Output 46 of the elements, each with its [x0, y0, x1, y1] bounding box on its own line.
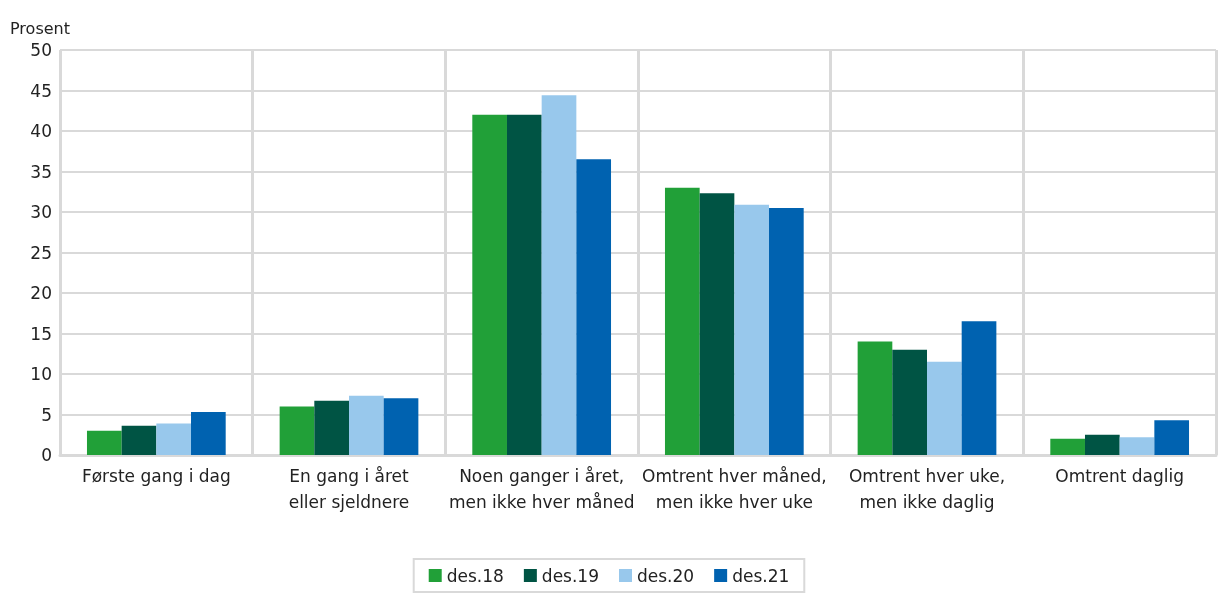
- bar: [892, 349, 927, 455]
- bar: [1050, 438, 1085, 455]
- bar: [576, 159, 612, 455]
- y-tick-label: 15: [30, 323, 52, 344]
- bar: [1119, 437, 1155, 455]
- bar: [857, 341, 893, 455]
- bar: [927, 361, 962, 455]
- bar: [1084, 434, 1120, 455]
- bar: [664, 187, 700, 455]
- legend-label: des.18: [446, 565, 504, 586]
- legend-label: des.19: [541, 565, 600, 586]
- x-tick-label: En gang i året eller sjeldnere: [288, 466, 410, 512]
- bar: [1154, 420, 1190, 455]
- bar: [541, 95, 577, 455]
- y-tick-label: 10: [30, 364, 52, 384]
- bar: [156, 423, 192, 455]
- y-tick-label: 40: [30, 121, 52, 141]
- x-tick-label: Omtrent hver uke, men ikke daglig: [848, 466, 1006, 512]
- bar: [961, 321, 997, 455]
- x-tick-label: Første gang i dag: [81, 466, 231, 486]
- legend-label: des.21: [732, 565, 790, 586]
- y-tick-label: 0: [41, 445, 52, 465]
- bar: [191, 412, 226, 455]
- x-tick-label: Omtrent daglig: [1055, 466, 1185, 486]
- bar: [349, 395, 384, 455]
- bar: [506, 114, 542, 455]
- y-tick-label: 45: [30, 80, 52, 101]
- bar: [314, 400, 349, 455]
- bar: [121, 425, 157, 455]
- x-tick-label: Omtrent hver måned, men ikke hver uke: [642, 466, 827, 512]
- y-tick-label: 5: [41, 404, 52, 425]
- x-tick-label: Noen ganger i året, men ikke hver måned: [448, 466, 635, 512]
- y-tick-label: 30: [30, 202, 52, 222]
- bar: [699, 193, 735, 455]
- bar: [734, 204, 770, 455]
- y-tick-label: 20: [30, 283, 52, 303]
- bar: [86, 430, 122, 455]
- y-tick-label: 35: [30, 161, 52, 182]
- y-tick-label: 25: [30, 242, 52, 263]
- y-axis-title: Prosent: [10, 18, 70, 38]
- bar: [279, 406, 315, 455]
- legend-label: des.20: [637, 565, 695, 586]
- bar: [769, 207, 804, 455]
- bar: [383, 398, 419, 455]
- y-tick-label: 50: [30, 40, 52, 60]
- bar: [472, 114, 507, 455]
